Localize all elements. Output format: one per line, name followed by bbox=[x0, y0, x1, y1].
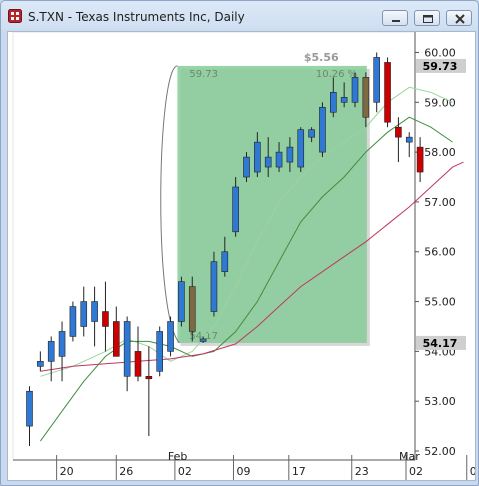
price-axis-label: 55.00 bbox=[424, 296, 456, 309]
candle-body bbox=[308, 129, 315, 138]
range-low-label: 54.17 bbox=[189, 331, 218, 342]
candle-body bbox=[167, 321, 174, 352]
price-axis-label: 57.00 bbox=[424, 196, 456, 209]
candle-body bbox=[47, 341, 55, 362]
candle-body bbox=[199, 338, 207, 342]
candle-body bbox=[416, 146, 424, 173]
price-axis-label: 53.00 bbox=[424, 395, 456, 408]
chart-area[interactable]: 60.00 59.00 58.00 57.00 56.00 55.00 54.00 53.00… bbox=[7, 31, 479, 481]
candle-body bbox=[58, 331, 66, 357]
candle-body bbox=[156, 331, 163, 372]
date-axis-label: 09 bbox=[236, 465, 250, 478]
range-percent-label: 10.26 % bbox=[316, 69, 357, 80]
price-tag: 54.17 bbox=[423, 337, 458, 350]
candle-body bbox=[210, 261, 218, 312]
price-axis-label: 59.00 bbox=[424, 96, 456, 109]
date-axis-label: 17 bbox=[292, 465, 306, 478]
candle-body bbox=[297, 129, 305, 168]
window-title: S.TXN - Texas Instruments Inc, Daily bbox=[28, 10, 245, 24]
candle-body bbox=[178, 281, 185, 322]
candle-body bbox=[373, 57, 381, 103]
date-axis-label: 09 bbox=[470, 465, 475, 478]
title-bar[interactable]: S.TXN - Texas Instruments Inc, Daily bbox=[1, 1, 478, 31]
candle-body bbox=[275, 151, 283, 168]
candle-body bbox=[26, 390, 33, 427]
minimize-button[interactable] bbox=[382, 10, 408, 26]
date-axis-label: 02 bbox=[409, 465, 423, 478]
candle-body bbox=[102, 311, 109, 327]
candle-body bbox=[319, 106, 326, 153]
close-button[interactable] bbox=[446, 10, 472, 26]
candle-body bbox=[91, 301, 98, 322]
price-axis-label: 60.00 bbox=[424, 46, 456, 59]
moving-average-slow bbox=[40, 161, 464, 372]
date-axis-label: 20 bbox=[60, 465, 74, 478]
month-label: Mar bbox=[399, 450, 420, 463]
price-chart[interactable]: 60.0059.0058.0057.0056.0055.0054.0053.00… bbox=[8, 31, 479, 480]
candle-body bbox=[351, 77, 359, 103]
candle-body bbox=[232, 186, 239, 233]
date-axis-label: 02 bbox=[178, 465, 192, 478]
candle-body bbox=[113, 321, 120, 357]
month-label: Feb bbox=[168, 450, 187, 463]
candle-body bbox=[145, 375, 153, 380]
candle-body bbox=[362, 77, 370, 118]
candle-body bbox=[37, 361, 44, 367]
candle-body bbox=[329, 92, 337, 113]
range-box bbox=[177, 65, 367, 343]
candle-body bbox=[221, 251, 229, 272]
moving-average-medium bbox=[39, 116, 453, 442]
price-axis-label: 56.00 bbox=[424, 246, 456, 259]
minimize-icon bbox=[392, 20, 400, 22]
price-axis-label: 52.00 bbox=[424, 445, 456, 458]
price-tag-bg bbox=[416, 58, 466, 73]
candle-body bbox=[123, 321, 131, 377]
range-change-label: $5.56 bbox=[304, 51, 339, 64]
price-tag: 59.73 bbox=[423, 60, 458, 73]
date-axis-label: 23 bbox=[355, 465, 369, 478]
candle-body bbox=[188, 286, 196, 332]
candle-body bbox=[395, 126, 402, 138]
price-tag-bg bbox=[416, 335, 466, 350]
candle-body bbox=[340, 97, 348, 103]
candle-body bbox=[384, 62, 391, 123]
candle-body bbox=[80, 301, 88, 327]
date-axis-label: 26 bbox=[119, 465, 133, 478]
close-icon bbox=[455, 14, 465, 24]
candle-body bbox=[286, 146, 294, 163]
restore-icon bbox=[423, 15, 433, 23]
range-high-label: 59.73 bbox=[189, 69, 218, 80]
candle-body bbox=[264, 156, 272, 168]
candle-body bbox=[405, 136, 413, 143]
candle-body bbox=[254, 141, 261, 173]
candle-body bbox=[243, 156, 250, 178]
candle-body bbox=[134, 351, 142, 377]
restore-button[interactable] bbox=[414, 10, 440, 26]
price-axis-label: 58.00 bbox=[424, 146, 456, 159]
candle-body bbox=[69, 306, 77, 337]
app-chart-icon bbox=[8, 9, 22, 23]
